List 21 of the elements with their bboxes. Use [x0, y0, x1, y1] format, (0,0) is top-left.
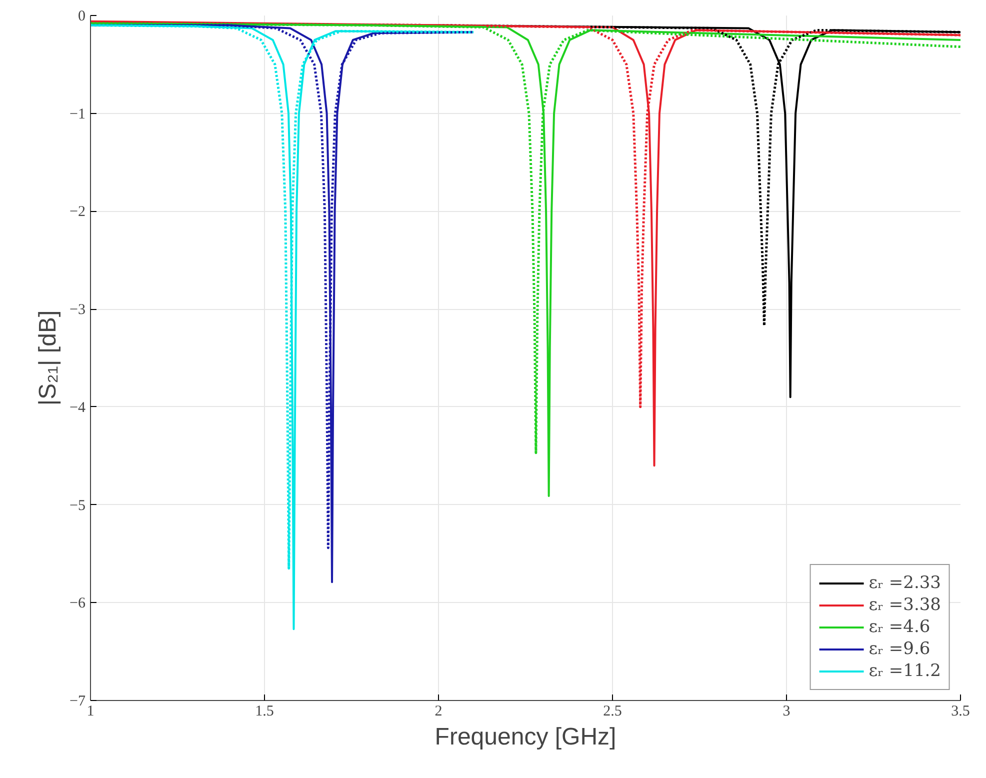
y-tick-label: −6 [70, 596, 86, 612]
x-axis-title: Frequency [GHz] [434, 724, 616, 750]
x-tick-label: 3 [782, 704, 790, 720]
x-tick-label: 2.5 [603, 704, 622, 720]
y-tick-label: −7 [70, 694, 86, 710]
legend-label: εᵣ =2.33 [868, 573, 941, 593]
legend-label: εᵣ =11.2 [868, 661, 941, 681]
legend-label: εᵣ =9.6 [868, 639, 930, 659]
y-tick-label: 0 [78, 8, 86, 24]
x-tick-label: 2 [434, 704, 442, 720]
legend-label: εᵣ =3.38 [868, 595, 941, 615]
y-tick-label: −5 [70, 498, 86, 514]
legend-label: εᵣ =4.6 [868, 617, 930, 637]
y-axis-title: |S₂₁| [dB] [34, 310, 62, 406]
y-tick-label: −3 [70, 302, 86, 318]
y-tick-label: −4 [70, 400, 86, 416]
x-tick-label: 3.5 [951, 704, 970, 720]
y-tick-label: −1 [70, 106, 86, 122]
x-tick-label: 1 [86, 704, 94, 720]
x-tick-label: 1.5 [255, 704, 274, 720]
y-tick-label: −2 [70, 204, 86, 220]
